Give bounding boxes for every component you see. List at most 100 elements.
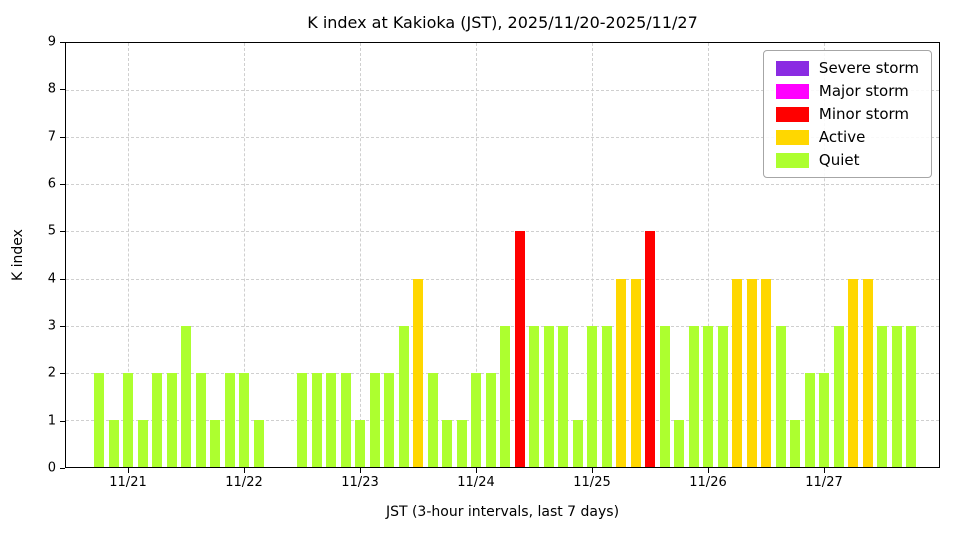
k-index-bar (224, 372, 235, 467)
k-index-bar (674, 419, 684, 467)
x-tick-label: 11/26 (689, 475, 727, 490)
h-gridline (66, 231, 939, 233)
legend-swatch (775, 152, 809, 168)
x-tick-label: 11/24 (457, 475, 495, 490)
legend-swatch (775, 129, 809, 145)
k-index-bar (166, 372, 177, 467)
x-tick-label: 11/22 (225, 475, 263, 490)
k-index-bar (558, 325, 568, 467)
v-gridline (360, 43, 361, 467)
legend-entry: Minor storm (775, 105, 919, 123)
k-index-bar (94, 372, 104, 467)
k-index-bar (181, 325, 191, 467)
x-tick-mark (824, 468, 825, 473)
y-tick-label: 4 (47, 271, 56, 287)
k-index-bar (790, 419, 800, 467)
k-index-bar (442, 419, 452, 467)
y-tick-label: 9 (47, 34, 56, 50)
legend-label: Quiet (818, 151, 860, 169)
legend-entry: Quiet (775, 151, 919, 169)
k-index-bar (819, 372, 829, 467)
k-index-bar (485, 372, 496, 467)
k-index-bar (326, 372, 336, 467)
v-gridline (592, 43, 593, 467)
h-gridline (66, 278, 939, 280)
legend-label: Minor storm (818, 105, 910, 123)
k-index-bar (601, 325, 612, 467)
k-index-bar (616, 278, 626, 467)
x-tick-mark (592, 468, 593, 473)
k-index-bar (239, 372, 249, 467)
k-index-bar (500, 325, 510, 467)
k-index-bar (732, 278, 742, 467)
k-index-bar (297, 372, 307, 467)
legend-swatch (775, 83, 809, 99)
y-tick-label: 7 (47, 129, 56, 145)
v-gridline (824, 43, 825, 467)
h-gridline (66, 90, 939, 92)
k-index-bar (659, 325, 670, 467)
k-index-bar (152, 372, 162, 467)
k-index-bar (210, 419, 220, 467)
y-tick-label: 6 (47, 176, 56, 192)
x-tick-mark (244, 468, 245, 473)
k-index-bar (587, 325, 597, 467)
k-index-bar (398, 325, 409, 467)
h-gridline (66, 137, 939, 139)
y-axis-label: K index (10, 229, 26, 281)
k-index-bar (877, 325, 887, 467)
y-tick-label: 0 (47, 460, 56, 476)
k-index-bar (543, 325, 554, 467)
legend-entry: Major storm (775, 82, 919, 100)
k-index-bar (833, 325, 844, 467)
legend-entry: Active (775, 128, 919, 146)
k-index-bar (514, 231, 525, 467)
y-tick-label: 3 (47, 318, 56, 334)
chart-title: K index at Kakioka (JST), 2025/11/20-202… (307, 13, 698, 32)
y-tick-label: 2 (47, 365, 56, 381)
k-index-bar (775, 325, 786, 467)
k-index-bar (123, 372, 133, 467)
y-tick-mark (60, 468, 65, 469)
k-index-bar (195, 372, 206, 467)
k-index-bar (137, 419, 148, 467)
x-tick-label: 11/25 (573, 475, 611, 490)
x-tick-mark (708, 468, 709, 473)
k-index-bar (427, 372, 438, 467)
x-tick-mark (360, 468, 361, 473)
k-index-bar (471, 372, 481, 467)
k-index-bar (253, 419, 264, 467)
x-tick-mark (128, 468, 129, 473)
k-index-bar (862, 278, 873, 467)
k-index-bar (630, 278, 641, 467)
k-index-bar (848, 278, 858, 467)
x-axis-label: JST (3-hour intervals, last 7 days) (385, 504, 620, 520)
v-gridline (128, 43, 129, 467)
k-index-bar (804, 372, 815, 467)
y-tick-label: 5 (47, 223, 56, 239)
y-tick-label: 8 (47, 81, 56, 97)
x-tick-label: 11/23 (341, 475, 379, 490)
k-index-bar (355, 419, 365, 467)
legend-swatch (775, 60, 809, 76)
v-gridline (476, 43, 477, 467)
k-index-bar (456, 419, 467, 467)
x-tick-label: 11/21 (109, 475, 147, 490)
k-index-bar (311, 372, 322, 467)
legend-label: Active (818, 128, 866, 146)
y-tick-label: 1 (47, 413, 56, 429)
x-tick-label: 11/27 (805, 475, 843, 490)
k-index-bar (746, 278, 757, 467)
k-index-bar (703, 325, 713, 467)
k-index-bar (688, 325, 699, 467)
legend-label: Severe storm (818, 59, 919, 77)
x-tick-mark (476, 468, 477, 473)
legend-label: Major storm (818, 82, 909, 100)
k-index-bar (384, 372, 394, 467)
plot-area: Severe storm Major storm Minor storm Active… (65, 42, 940, 468)
k-index-bar (717, 325, 728, 467)
k-index-bar (572, 419, 583, 467)
h-gridline (66, 184, 939, 186)
k-index-bar (761, 278, 771, 467)
v-gridline (244, 43, 245, 467)
